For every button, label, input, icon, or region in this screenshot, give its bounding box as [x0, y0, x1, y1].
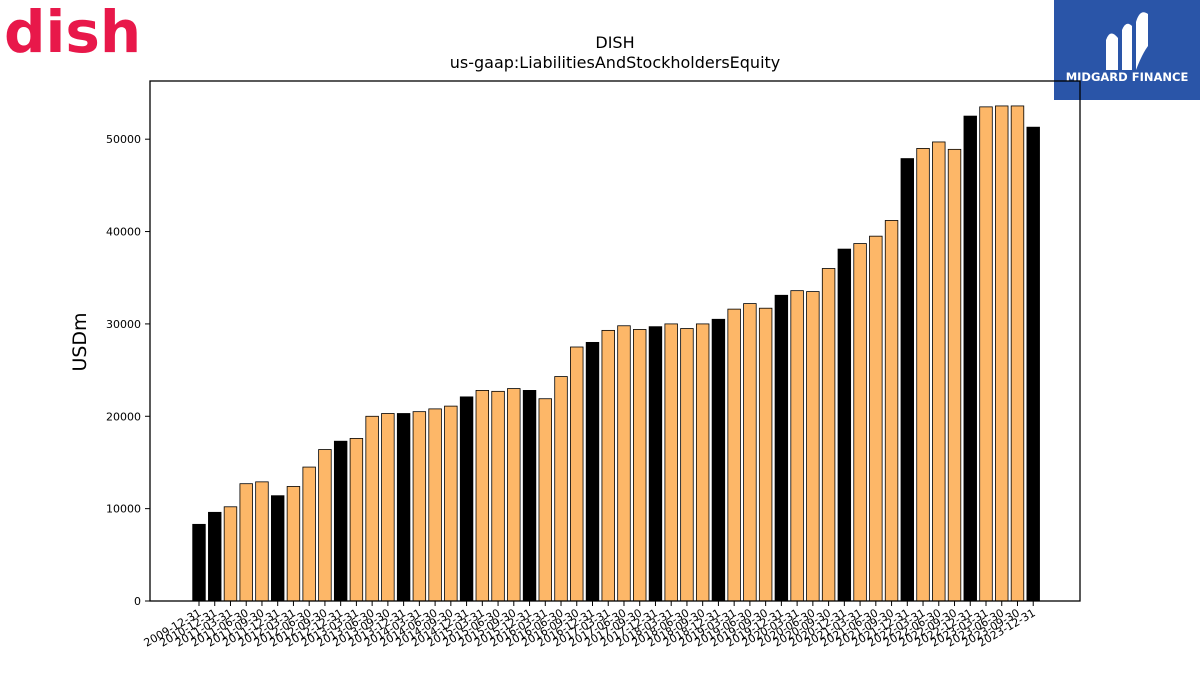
bar-2022-12-31 — [963, 115, 977, 602]
y-axis-label: USDm — [69, 312, 91, 371]
bar-2017-09-30 — [633, 329, 647, 602]
bar-2016-03-31 — [538, 398, 552, 602]
bar-2018-09-30 — [695, 323, 710, 602]
dish-logo-text: dish — [4, 4, 138, 56]
bar-2020-03-31 — [790, 290, 804, 602]
bar-2021-09-30 — [884, 220, 899, 602]
bar-2021-03-31 — [853, 243, 867, 602]
bar-2011-12-31 — [270, 495, 285, 602]
bar-2014-03-31 — [412, 411, 427, 602]
bar-2014-12-31 — [459, 396, 474, 602]
bar-2011-09-30 — [255, 481, 269, 602]
bar-2018-06-30 — [680, 328, 694, 602]
plot-frame — [149, 80, 1081, 602]
bar-2017-12-31 — [648, 326, 663, 602]
y-tick-label: 10000 — [106, 503, 141, 516]
midgard-finance-logo: MIDGARD FINANCE — [1054, 0, 1200, 100]
bars-group — [192, 105, 1040, 602]
bar-2015-09-30 — [507, 388, 521, 602]
bar-2019-12-31 — [774, 294, 789, 602]
bar-2017-03-31 — [601, 329, 615, 602]
y-tick-label: 30000 — [106, 318, 141, 331]
bar-2021-06-30 — [869, 235, 883, 602]
bar-2018-12-31 — [711, 318, 726, 602]
bar-2013-09-30 — [381, 413, 395, 602]
y-tick-label: 0 — [134, 595, 141, 608]
bar-2020-12-31 — [837, 248, 852, 602]
bar-2011-03-31 — [223, 506, 238, 602]
bar-2020-06-30 — [806, 291, 820, 602]
bar-2012-03-31 — [286, 486, 301, 602]
y-tick-label: 50000 — [106, 133, 141, 146]
bar-2023-12-31 — [1026, 126, 1040, 602]
bar-2012-06-30 — [302, 466, 316, 602]
bar-2010-12-31 — [208, 511, 222, 602]
dish-logo: dish — [4, 4, 138, 56]
midgard-logo-text: MIDGARD FINANCE — [1066, 70, 1189, 84]
chart-subtitle: us-gaap:LiabilitiesAndStockholdersEquity — [450, 53, 781, 72]
bar-2022-09-30 — [947, 148, 962, 602]
bar-2022-03-31 — [916, 148, 930, 602]
bar-2023-03-31 — [979, 106, 993, 602]
x-axis-ticks: 2009-12-312010-12-312011-03-312011-06-30… — [142, 601, 1038, 650]
bar-2013-03-31 — [349, 438, 364, 602]
bar-2014-09-30 — [444, 405, 458, 602]
y-axis-ticks: 0 10000 20000 30000 40000 50000 — [106, 133, 150, 608]
bar-2020-09-30 — [821, 268, 836, 602]
bar-2023-06-30 — [995, 105, 1009, 602]
bar-2012-12-31 — [333, 440, 348, 602]
bar-2019-06-30 — [743, 303, 757, 602]
bar-2009-12-31 — [192, 523, 206, 602]
bar-2012-09-30 — [318, 449, 332, 602]
chart-title: DISH — [595, 33, 634, 52]
bar-2017-06-30 — [617, 325, 631, 602]
bar-2016-06-30 — [554, 376, 568, 602]
bar-2013-12-31 — [396, 413, 411, 602]
bar-2015-12-31 — [522, 390, 537, 602]
bar-2015-03-31 — [475, 390, 490, 602]
bar-2013-06-30 — [365, 415, 379, 602]
bar-2016-09-30 — [570, 346, 584, 602]
midgard-mark-icon: MIDGARD FINANCE — [1066, 12, 1189, 84]
bar-2011-06-30 — [239, 483, 253, 602]
bar-2022-06-30 — [932, 141, 946, 602]
bar-2014-06-30 — [428, 408, 442, 602]
bar-2019-03-31 — [727, 308, 741, 602]
bar-2018-03-31 — [664, 323, 678, 602]
y-tick-label: 20000 — [106, 410, 141, 423]
bar-2015-06-30 — [491, 390, 505, 602]
bar-2019-09-30 — [758, 307, 773, 602]
bar-2023-09-30 — [1010, 105, 1025, 602]
bar-2021-12-31 — [900, 158, 915, 602]
bar-2016-12-31 — [585, 341, 600, 602]
y-tick-label: 40000 — [106, 226, 141, 239]
